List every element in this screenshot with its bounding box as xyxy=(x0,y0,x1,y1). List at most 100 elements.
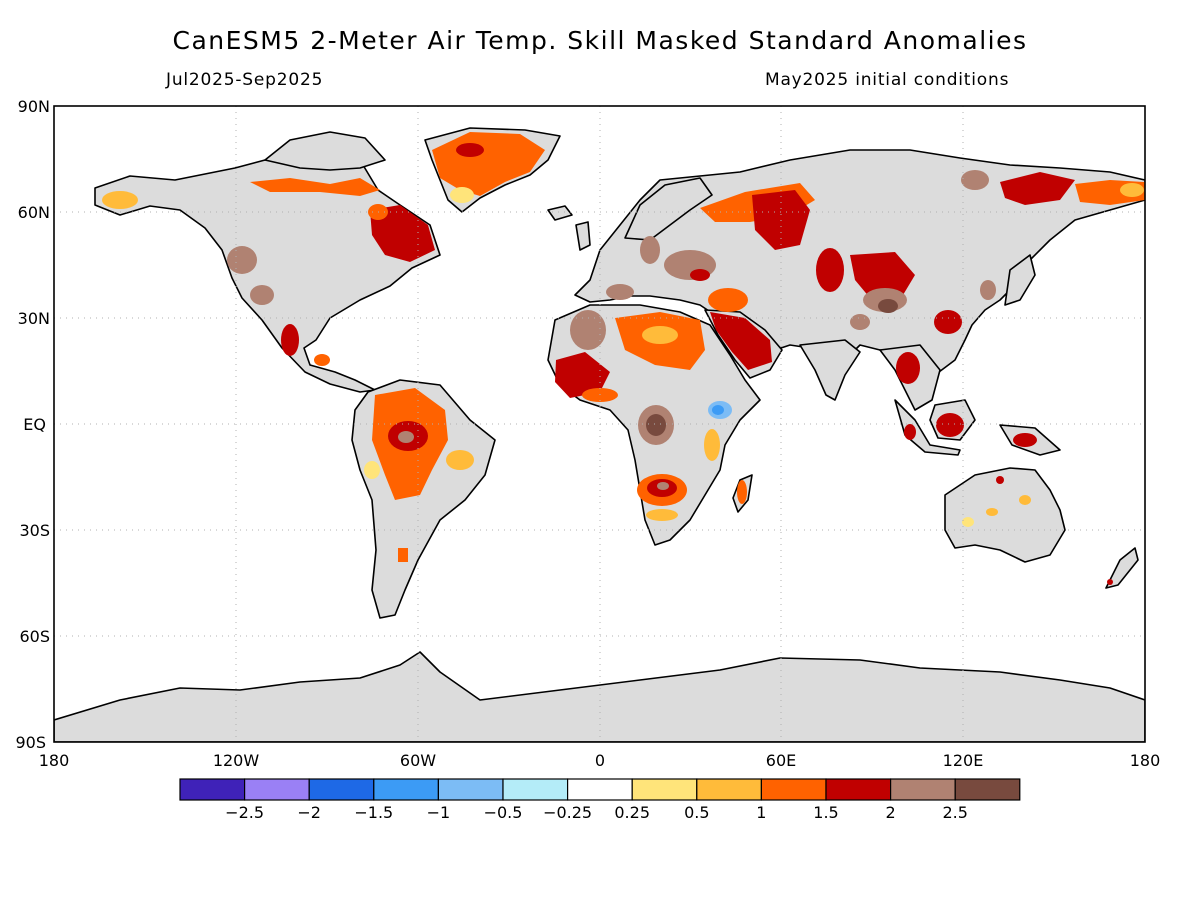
anomaly-myanmar xyxy=(896,352,920,384)
initial-conditions: May2025 initial conditions xyxy=(765,70,1010,90)
lon-label-180e: 180 xyxy=(1130,751,1161,770)
lat-label-60s: 60S xyxy=(19,627,50,646)
colorbar-swatch xyxy=(244,778,310,801)
anomaly-eastern-canada xyxy=(370,205,435,262)
anomaly-central-africa-peak xyxy=(646,414,666,436)
latitude-labels: 90N 60N 30N EQ 30S 60S 90S xyxy=(15,97,50,752)
colorbar-swatch xyxy=(373,778,439,801)
anomaly-australia-a xyxy=(962,517,974,527)
colorbar-swatch xyxy=(631,778,698,801)
anomaly-mexico-east xyxy=(314,354,330,366)
anomaly-arabia xyxy=(710,312,772,370)
anomaly-south-africa-coast xyxy=(646,509,678,521)
colorbar-label: −2 xyxy=(297,803,321,822)
colorbar-label: 0.25 xyxy=(614,803,650,822)
colorbar-label: −0.5 xyxy=(484,803,523,822)
colorbar-label: −0.25 xyxy=(543,803,592,822)
anomaly-peru xyxy=(364,461,380,479)
lat-label-90s: 90S xyxy=(15,733,46,752)
colorbar-swatch xyxy=(825,778,892,801)
anomaly-europe-central xyxy=(640,236,660,264)
anomaly-southern-africa-peak xyxy=(657,482,669,490)
lon-label-120e: 120E xyxy=(943,751,984,770)
anomaly-east-africa-cool-core xyxy=(712,405,724,415)
anomaly-china-north-peak xyxy=(878,299,898,313)
grid-lines xyxy=(54,106,1145,742)
valid-period: Jul2025-Sep2025 xyxy=(166,70,324,90)
british-isles xyxy=(575,221,591,251)
anomaly-borneo xyxy=(936,413,964,437)
anomaly-middle-east xyxy=(708,288,748,312)
colorbar: −2.5 −2 −1.5 −1 −0.5 −0.25 0.25 0.5 1 1.5 2 2.5 xyxy=(179,778,1021,822)
anomaly-new-zealand xyxy=(1107,579,1113,585)
anomaly-mediterranean xyxy=(606,284,634,300)
colorbar-swatch xyxy=(502,778,569,801)
anomaly-central-asia xyxy=(816,248,844,292)
map-title: CanESM5 2-Meter Air Temp. Skill Masked S… xyxy=(172,26,1028,55)
anomaly-alaska xyxy=(102,191,138,209)
india xyxy=(799,339,861,401)
colorbar-swatch xyxy=(437,778,504,801)
anomaly-western-us-b xyxy=(250,285,274,305)
lat-label-eq: EQ xyxy=(23,415,46,434)
anomaly-mongolia xyxy=(850,252,915,300)
anomaly-far-east-tip xyxy=(1120,183,1144,197)
colorbar-label: 0.5 xyxy=(684,803,709,822)
colorbar-label: −1 xyxy=(427,803,451,822)
colorbar-label: 1 xyxy=(756,803,766,822)
australia xyxy=(944,467,1066,563)
anomaly-greenland-south xyxy=(450,187,474,203)
arctic-islands xyxy=(264,131,386,171)
japan xyxy=(1004,254,1036,306)
anomaly-east-china xyxy=(934,310,962,334)
anomaly-new-guinea xyxy=(1013,433,1037,447)
anomaly-madagascar xyxy=(737,480,747,504)
colorbar-swatch xyxy=(889,778,956,801)
anomaly-east-africa-warm xyxy=(704,429,720,461)
anomaly-yakutia xyxy=(961,170,989,190)
anomaly-sahara-west xyxy=(570,310,606,350)
anomaly-west-africa-coast xyxy=(582,388,618,402)
colorbar-swatch xyxy=(696,778,762,801)
iceland xyxy=(547,205,573,221)
anomaly-brazil-northeast xyxy=(446,450,474,470)
anomaly-western-us-a xyxy=(227,246,257,274)
lon-label-180w: 180 xyxy=(39,751,70,770)
map-frame xyxy=(53,105,1146,743)
anomaly-egypt xyxy=(642,326,678,344)
colorbar-label: 1.5 xyxy=(813,803,838,822)
anomaly-australia-c xyxy=(1019,495,1031,505)
lon-label-60e: 60E xyxy=(766,751,796,770)
colorbar-swatch xyxy=(954,778,1021,801)
colorbar-swatch xyxy=(179,778,246,801)
lat-label-30s: 30S xyxy=(19,521,50,540)
lon-label-60w: 60W xyxy=(400,751,436,770)
colorbar-label: 2 xyxy=(886,803,896,822)
colorbar-label: 2.5 xyxy=(942,803,967,822)
anomaly-australia-d xyxy=(996,476,1004,484)
scandinavia xyxy=(624,177,713,241)
anomaly-amazon-peak xyxy=(398,431,414,443)
colorbar-label: −1.5 xyxy=(354,803,393,822)
anomaly-russia-south xyxy=(690,269,710,281)
colorbar-swatch xyxy=(566,778,633,801)
anomaly-shading xyxy=(102,132,1145,585)
lat-label-90n: 90N xyxy=(18,97,50,116)
anomaly-arctic-canada xyxy=(250,178,380,196)
anomaly-east-siberia xyxy=(1000,172,1075,205)
colorbar-swatch xyxy=(760,778,827,801)
lat-label-60n: 60N xyxy=(18,203,50,222)
anomaly-west-africa xyxy=(555,352,610,398)
lon-label-120w: 120W xyxy=(213,751,260,770)
anomaly-australia-b xyxy=(986,508,998,516)
lat-label-30n: 30N xyxy=(18,309,50,328)
anomaly-greenland-core xyxy=(456,143,484,157)
anomaly-sumatra xyxy=(904,424,916,440)
anomaly-argentina xyxy=(398,548,408,562)
colorbar-label: −2.5 xyxy=(225,803,264,822)
anomaly-korea xyxy=(980,280,996,300)
anomaly-tibet xyxy=(850,314,870,330)
anomaly-mexico xyxy=(281,324,299,356)
lon-label-0: 0 xyxy=(595,751,605,770)
